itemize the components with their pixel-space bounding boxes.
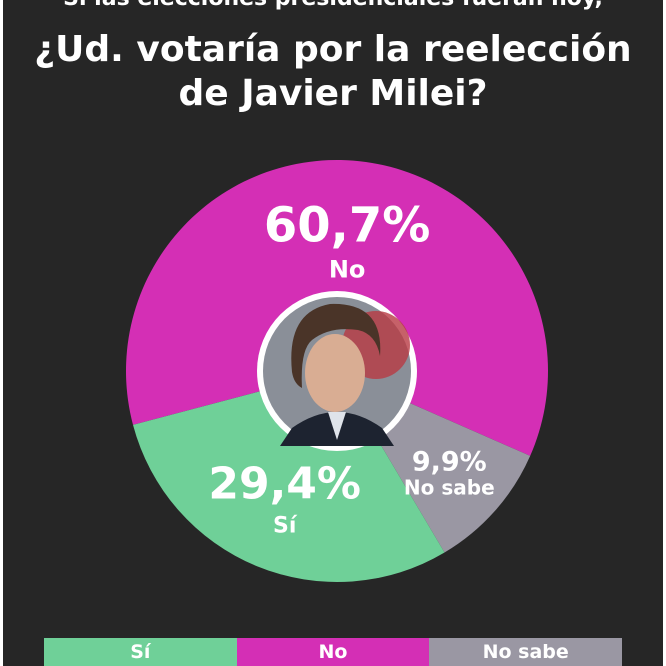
title-line-1: ¿Ud. votaría por la reelección <box>34 29 632 70</box>
slice-name-si: Sí <box>273 514 298 539</box>
legend-item-no: No <box>236 638 430 666</box>
title-line-2: de Javier Milei? <box>178 73 488 114</box>
portrait-collar <box>328 412 346 440</box>
legend-item-si: Sí <box>44 638 237 666</box>
data-label-si: 29,4% <box>208 459 361 510</box>
top-text-cut: Si las elecciones presidenciales fueran … <box>0 0 666 11</box>
legend: Sí No No sabe <box>44 638 623 666</box>
legend-item-no-sabe: No sabe <box>429 638 623 666</box>
data-label-no-sabe: 9,9% <box>412 446 487 477</box>
portrait-face <box>305 334 365 412</box>
data-label-no: 60,7% <box>264 197 431 253</box>
pie-labels: 60,7%No 9,9%No sabe 29,4% Sí <box>208 197 494 538</box>
page-title: ¿Ud. votaría por la reelección de Javier… <box>10 28 656 116</box>
portrait <box>257 291 417 451</box>
slice-name-no-sabe: No sabe <box>404 475 495 499</box>
portrait-hair <box>291 303 381 388</box>
slice-name-no: No <box>329 255 366 283</box>
